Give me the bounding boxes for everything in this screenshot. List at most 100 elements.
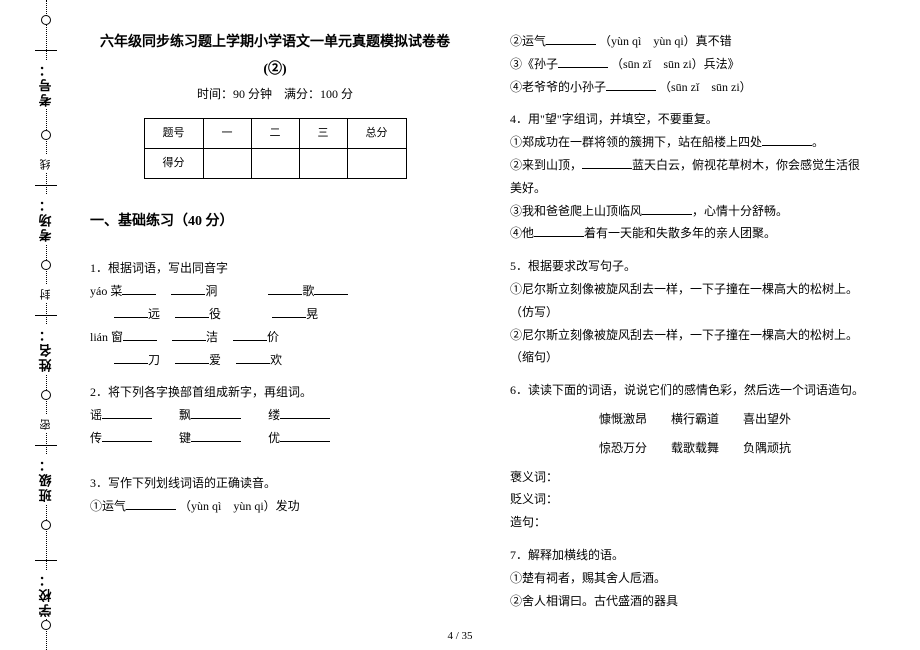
text: 晃	[306, 307, 318, 321]
q5-a: ①尼尔斯立刻像被旋风刮去一样，一下子撞在一棵高大的松树上。	[510, 278, 880, 301]
q1-line: lián 窗 洁 价	[90, 326, 460, 349]
binding-circle	[41, 130, 51, 140]
score-table: 题号 一 二 三 总分 得分	[144, 118, 407, 179]
blank	[268, 283, 302, 295]
q3-line: ④老爷爷的小孙子 （sūn zǐ sūn zi）	[510, 76, 880, 99]
binding-circle	[41, 620, 51, 630]
exam-title: 六年级同步练习题上学期小学语文一单元真题模拟试卷卷(②)	[90, 30, 460, 83]
q6-words: 惊恐万分 载歌载舞 负隅顽抗	[510, 437, 880, 460]
q1-line: 刀 爱 欢	[90, 349, 460, 372]
q7-b: ②舍人相谓曰。古代盛酒的器具	[510, 590, 880, 613]
text: ④他	[510, 226, 534, 240]
blank	[172, 329, 206, 341]
table-row: 题号 一 二 三 总分	[144, 118, 406, 148]
blank	[606, 79, 656, 91]
text: 优	[268, 431, 280, 445]
text: ④老爷爷的小孙子	[510, 80, 606, 94]
label-name: 姓名：	[37, 325, 56, 374]
q4-line: ①郑成功在一群将领的簇拥下，站在船楼上四处 。	[510, 131, 880, 154]
text: 役	[209, 307, 221, 321]
column-left: 六年级同步练习题上学期小学语文一单元真题模拟试卷卷(②) 时间：90 分钟 满分…	[90, 30, 460, 622]
q5-b: ②尼尔斯立刻像被旋风刮去一样，一下子撞在一棵高大的松树上。	[510, 324, 880, 347]
q1-line: yáo 菜 洞 歌	[90, 280, 460, 303]
score-h4: 总分	[347, 118, 406, 148]
blank	[102, 430, 152, 442]
q5-stem: 5．根据要求改写句子。	[510, 255, 880, 278]
text: 键	[179, 431, 191, 445]
blank	[102, 407, 152, 419]
blank	[762, 134, 812, 146]
binding-char-feng: 封	[38, 285, 54, 302]
q7-a: ①楚有祠者，赐其舍人卮酒。	[510, 567, 880, 590]
binding-circle	[41, 15, 51, 25]
binding-underline	[35, 185, 57, 186]
text: 着有一天能和失散多年的亲人团聚。	[584, 226, 776, 240]
binding-underline	[35, 445, 57, 446]
q3-line: ②运气 （yùn qì yùn qi）真不错	[510, 30, 880, 53]
text: 爱	[209, 353, 221, 367]
blank	[280, 430, 330, 442]
label-school: 学校：	[37, 570, 56, 619]
q6: 6．读读下面的词语，说说它们的感情色彩，然后选一个词语造句。 慷慨激昂 横行霸道…	[510, 379, 880, 534]
q4-line: ④他 着有一天能和失散多年的亲人团聚。	[510, 222, 880, 245]
text: 缕	[268, 408, 280, 422]
binding-char-xian: 线	[38, 155, 54, 172]
binding-circle	[41, 260, 51, 270]
q4-stem: 4．用"望"字组词，并填空，不要重复。	[510, 108, 880, 131]
content-columns: 六年级同步练习题上学期小学语文一单元真题模拟试卷卷(②) 时间：90 分钟 满分…	[90, 30, 880, 622]
text: 欢	[270, 353, 282, 367]
blank	[642, 203, 692, 215]
binding-margin: 考号： 线 考场： 封 姓名： 密 班级： 学校：	[22, 0, 70, 650]
binding-underline	[35, 315, 57, 316]
blank	[236, 352, 270, 364]
exam-sub: 时间：90 分钟 满分：100 分	[90, 83, 460, 106]
text: 远	[148, 307, 160, 321]
text: 洁	[206, 330, 218, 344]
q4-line: ②来到山顶，蓝天白云，俯视花草树木，你会感觉生活很	[510, 154, 880, 177]
q5-at: （仿写）	[510, 301, 880, 324]
text: ，心情十分舒畅。	[692, 204, 788, 218]
score-h1: 一	[203, 118, 251, 148]
q6-stem: 6．读读下面的词语，说说它们的感情色彩，然后选一个词语造句。	[510, 379, 880, 402]
text: ②运气	[510, 34, 546, 48]
blank	[233, 329, 267, 341]
q1: 1．根据词语，写出同音字 yáo 菜 洞 歌 远 役 晃 lián 窗 洁 价 …	[90, 257, 460, 371]
score-h0: 题号	[144, 118, 203, 148]
blank	[126, 498, 176, 510]
text: yáo 菜	[90, 284, 122, 298]
binding-circle	[41, 390, 51, 400]
q4-line: ③我和爸爸爬上山顶临风，心情十分舒畅。	[510, 200, 880, 223]
q5-bt: （缩句）	[510, 346, 880, 369]
q3-stem: 3．写作下列划线词语的正确读音。	[90, 472, 460, 495]
q1-stem: 1．根据词语，写出同音字	[90, 257, 460, 280]
text: ①郑成功在一群将领的簇拥下，站在船楼上四处	[510, 135, 762, 149]
text: 刀	[148, 353, 160, 367]
score-blank	[251, 148, 299, 178]
label-class: 班级：	[37, 455, 56, 504]
q6-words: 慷慨激昂 横行霸道 喜出望外	[510, 408, 880, 431]
blank	[272, 306, 306, 318]
label-room: 考场：	[37, 195, 56, 244]
label-examno: 考号：	[37, 60, 56, 109]
q2-line: 谣 飘 缕	[90, 404, 460, 427]
text: 洞	[205, 284, 217, 298]
score-r0: 得分	[144, 148, 203, 178]
blank	[191, 430, 241, 442]
text: 。	[812, 135, 824, 149]
text: lián 窗	[90, 330, 123, 344]
binding-char-mi: 密	[38, 415, 54, 432]
score-h3: 三	[299, 118, 347, 148]
q6-c: 造句：	[510, 511, 880, 534]
blank	[191, 407, 241, 419]
q1-line: 远 役 晃	[90, 303, 460, 326]
blank	[123, 329, 157, 341]
q7-stem: 7．解释加横线的语。	[510, 544, 880, 567]
blank	[171, 283, 205, 295]
binding-underline	[35, 560, 57, 561]
score-h2: 二	[251, 118, 299, 148]
text: 传	[90, 431, 102, 445]
text: （sūn zǐ sūn zi）	[659, 80, 752, 94]
table-row: 得分	[144, 148, 406, 178]
blank	[122, 283, 156, 295]
q2-stem: 2．将下列各字换部首组成新字，再组词。	[90, 381, 460, 404]
